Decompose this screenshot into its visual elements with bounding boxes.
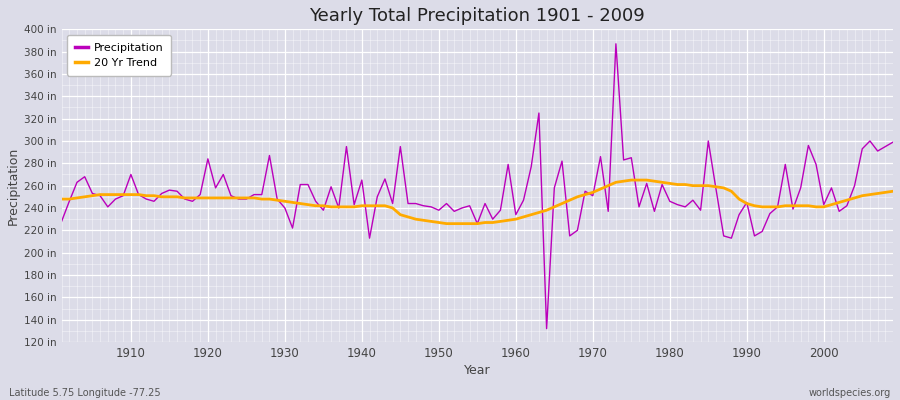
Precipitation xyxy=(887,140,898,144)
20 Yr Trend xyxy=(56,197,67,202)
X-axis label: Year: Year xyxy=(464,364,491,377)
20 Yr Trend xyxy=(518,214,529,219)
20 Yr Trend xyxy=(610,180,621,185)
Precipitation xyxy=(510,212,521,217)
Precipitation xyxy=(333,206,344,210)
20 Yr Trend xyxy=(626,178,636,182)
Precipitation xyxy=(56,219,67,224)
Precipitation xyxy=(618,158,629,162)
20 Yr Trend xyxy=(118,192,129,197)
20 Yr Trend xyxy=(287,200,298,205)
Text: Latitude 5.75 Longitude -77.25: Latitude 5.75 Longitude -77.25 xyxy=(9,388,160,398)
Y-axis label: Precipitation: Precipitation xyxy=(7,146,20,225)
Legend: Precipitation, 20 Yr Trend: Precipitation, 20 Yr Trend xyxy=(68,35,171,76)
Precipitation xyxy=(541,326,552,331)
Title: Yearly Total Precipitation 1901 - 2009: Yearly Total Precipitation 1901 - 2009 xyxy=(310,7,645,25)
Line: 20 Yr Trend: 20 Yr Trend xyxy=(61,180,893,224)
Precipitation xyxy=(503,162,514,167)
Precipitation xyxy=(610,41,621,46)
20 Yr Trend xyxy=(887,189,898,194)
20 Yr Trend xyxy=(441,221,452,226)
20 Yr Trend xyxy=(333,204,344,209)
Precipitation xyxy=(118,193,129,198)
Text: worldspecies.org: worldspecies.org xyxy=(809,388,891,398)
Precipitation xyxy=(287,226,298,230)
20 Yr Trend xyxy=(510,217,521,222)
Line: Precipitation: Precipitation xyxy=(61,44,893,329)
